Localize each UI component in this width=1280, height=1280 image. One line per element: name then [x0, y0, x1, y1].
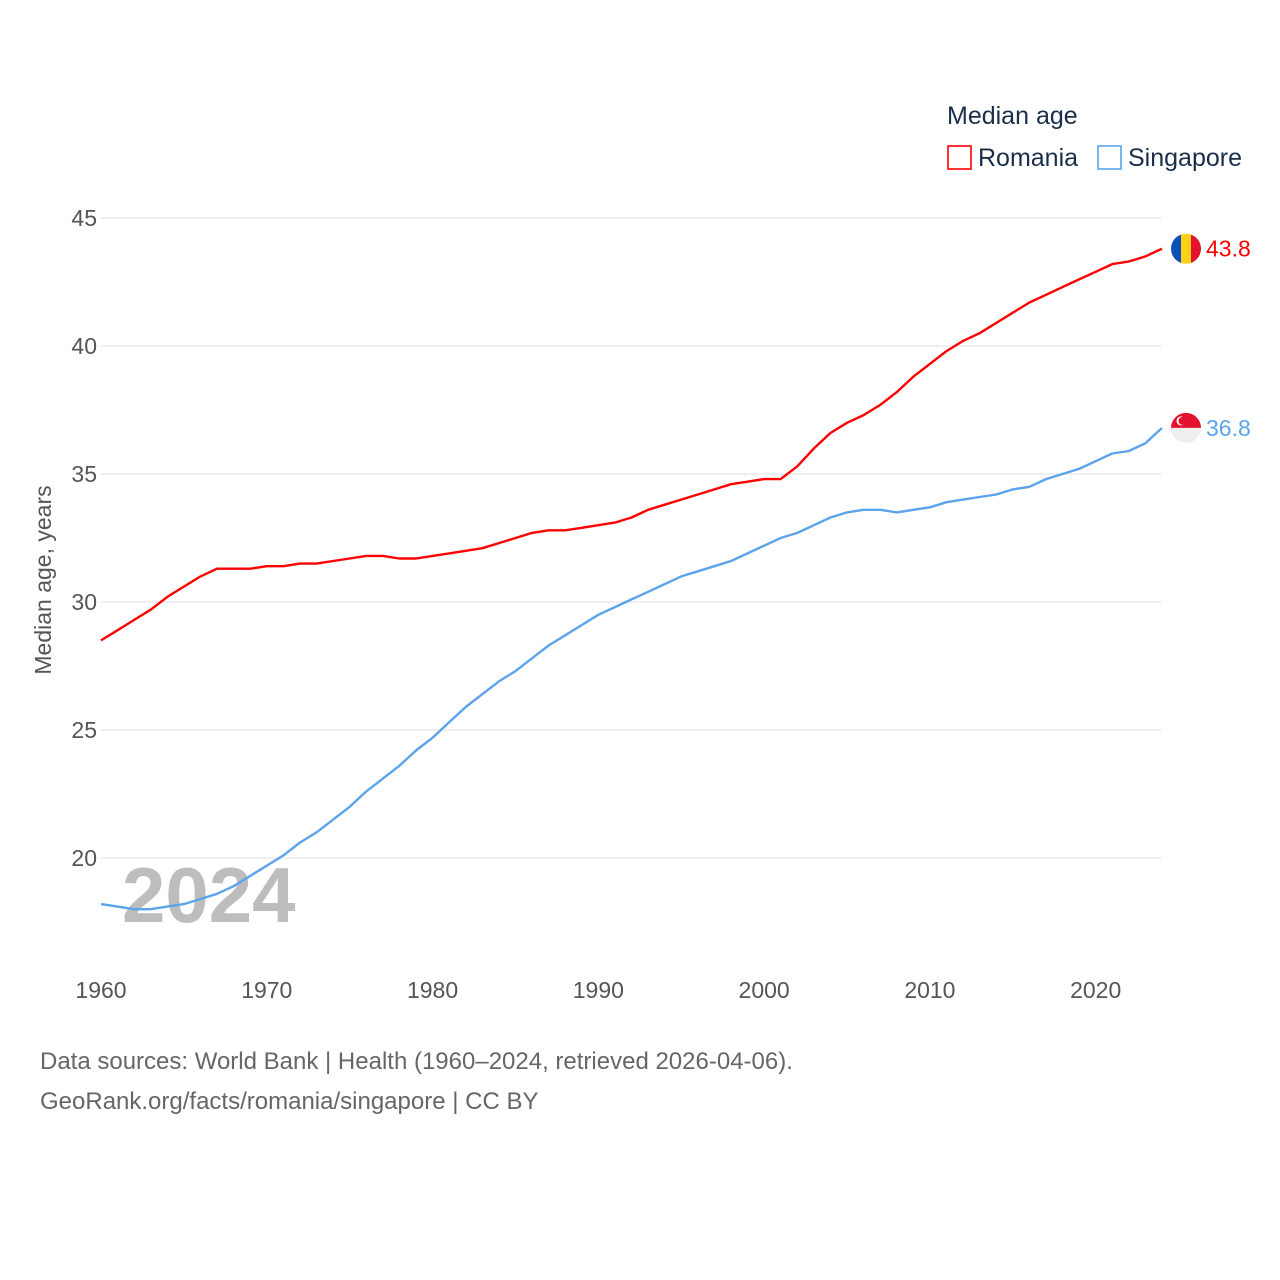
y-axis-ticks: 20 25 30 35 40 45 [71, 205, 97, 871]
x-tick-label: 2000 [739, 977, 790, 1003]
flag-stripe [1171, 427, 1201, 443]
attribution-link[interactable]: GeoRank.org/facts/romania/singapore | CC… [40, 1088, 539, 1115]
x-tick-label: 1960 [75, 977, 126, 1003]
legend-swatch-romania [947, 145, 972, 170]
flag-stripe [1171, 233, 1181, 264]
x-axis-ticks: 1960 1970 1980 1990 2000 2010 2020 [75, 977, 1121, 1003]
y-tick-label: 35 [71, 461, 97, 487]
romania-flag-icon [1171, 233, 1201, 264]
romania-end-label: 43.8 [1206, 236, 1251, 262]
y-axis-label: Median age, years [30, 485, 56, 674]
y-tick-label: 20 [71, 845, 97, 871]
gridlines [101, 217, 1162, 859]
singapore-end-label: 36.8 [1206, 415, 1251, 441]
y-tick-label: 30 [71, 589, 97, 615]
flag-stripe [1181, 233, 1191, 264]
legend-label-romania: Romania [978, 144, 1078, 172]
legend-title: Median age [947, 102, 1078, 130]
singapore-line [100, 427, 1163, 911]
y-tick-label: 25 [71, 717, 97, 743]
data-source-text: Data sources: World Bank | Health (1960–… [40, 1048, 793, 1075]
legend-swatch-singapore [1097, 145, 1122, 170]
legend-label-singapore: Singapore [1128, 144, 1242, 172]
series-lines [100, 247, 1163, 911]
footer: Data sources: World Bank | Health (1960–… [40, 1042, 793, 1122]
legend: Romania Singapore [947, 144, 1242, 172]
x-tick-label: 1970 [241, 977, 292, 1003]
x-tick-label: 1980 [407, 977, 458, 1003]
x-tick-label: 2020 [1070, 977, 1121, 1003]
y-tick-label: 45 [71, 205, 97, 231]
end-labels: 43.8 36.8 [1171, 233, 1251, 443]
singapore-flag-icon [1171, 412, 1201, 443]
y-tick-label: 40 [71, 333, 97, 359]
x-tick-label: 1990 [573, 977, 624, 1003]
flag-stripe [1191, 233, 1201, 264]
x-tick-label: 2010 [904, 977, 955, 1003]
romania-line [100, 247, 1163, 642]
crescent-icon [1178, 416, 1187, 425]
